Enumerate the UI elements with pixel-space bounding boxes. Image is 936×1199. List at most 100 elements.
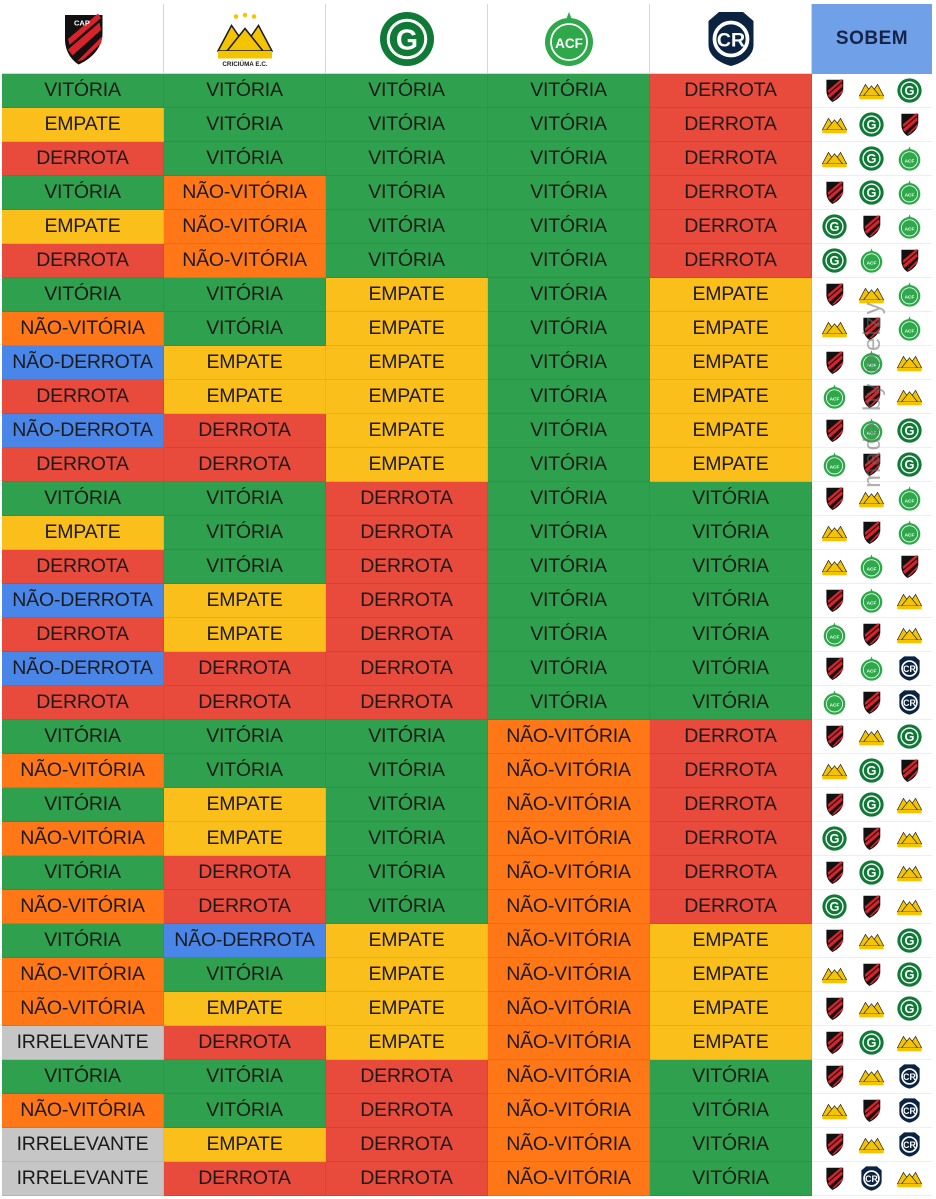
svg-text:ACF: ACF (830, 703, 840, 709)
result-cell: DERROTA (326, 1060, 488, 1094)
result-cell: VITÓRIA (326, 74, 488, 108)
result-cell: EMPATE (2, 516, 164, 550)
result-cell: VITÓRIA (164, 550, 326, 584)
sobem-cell: ACF (812, 584, 932, 618)
sobem-cell: ACF (812, 516, 932, 550)
result-cell: DERROTA (326, 652, 488, 686)
criciuma-crest-icon (859, 287, 885, 304)
goias-crest-icon: G (859, 860, 885, 885)
sobem-cell: G (812, 108, 932, 142)
remo-crest-icon: CR (899, 1132, 920, 1157)
criciuma-crest-icon (896, 899, 923, 916)
result-cell: DERROTA (650, 74, 812, 108)
svg-text:G: G (830, 899, 840, 914)
chapecoense-crest-icon: ACF (861, 554, 883, 579)
result-cell: VITÓRIA (488, 482, 650, 516)
result-cell: DERROTA (164, 856, 326, 890)
sobem-cell: CR (812, 1060, 932, 1094)
result-cell: EMPATE (326, 414, 488, 448)
result-cell: DERROTA (650, 142, 812, 176)
criciuma-crest-icon (859, 933, 885, 950)
sobem-cell: G (812, 958, 932, 992)
result-cell: EMPATE (650, 312, 812, 346)
result-cell: DERROTA (2, 448, 164, 482)
chapecoense-crest-icon: ACF (898, 282, 921, 307)
athletico-paranaense-crest-icon (826, 589, 844, 612)
athletico-paranaense-crest-icon (901, 555, 919, 578)
svg-text:G: G (867, 1035, 877, 1050)
result-cell: VITÓRIA (326, 210, 488, 244)
result-cell: VITÓRIA (488, 448, 650, 482)
result-cell: VITÓRIA (326, 720, 488, 754)
result-cell: VITÓRIA (164, 482, 326, 516)
result-cell: VITÓRIA (164, 958, 326, 992)
result-cell: VITÓRIA (2, 482, 164, 516)
criciuma-crest-icon (896, 627, 923, 644)
remo-crest-icon: CR (899, 690, 920, 715)
result-cell: VITÓRIA (2, 924, 164, 958)
sobem-cell: G (812, 822, 932, 856)
result-cell: DERROTA (326, 584, 488, 618)
criciuma-crest-icon (821, 967, 848, 984)
result-cell: DERROTA (2, 142, 164, 176)
sobem-cell: CR (812, 1094, 932, 1128)
result-cell: NÃO-VITÓRIA (164, 210, 326, 244)
result-cell: NÃO-VITÓRIA (488, 958, 650, 992)
result-cell: NÃO-VITÓRIA (488, 754, 650, 788)
athletico-paranaense-crest-icon (826, 1031, 844, 1054)
result-cell: VITÓRIA (326, 142, 488, 176)
athletico-paranaense-crest-icon (826, 1065, 844, 1088)
remo-crest-icon: CR (899, 1098, 920, 1123)
sobem-cell: CR (812, 1162, 932, 1196)
athletico-paranaense-crest-icon (863, 963, 881, 986)
sobem-cell: CR (812, 1128, 932, 1162)
goias-crest-icon: G (897, 452, 922, 477)
result-cell: VITÓRIA (650, 652, 812, 686)
result-cell: NÃO-VITÓRIA (488, 890, 650, 924)
svg-text:ACF: ACF (867, 363, 877, 369)
watermark: made by melzy (859, 300, 886, 488)
result-cell: EMPATE (326, 992, 488, 1026)
sobem-cell: ACF (812, 618, 932, 652)
result-cell: EMPATE (164, 1128, 326, 1162)
result-cell: VITÓRIA (164, 516, 326, 550)
svg-text:CR: CR (903, 1072, 916, 1082)
criciuma-crest-icon: CRICIÚMA E.C. (216, 12, 273, 68)
result-cell: NÃO-VITÓRIA (2, 1094, 164, 1128)
result-cell: EMPATE (650, 924, 812, 958)
result-cell: VITÓRIA (488, 550, 650, 584)
result-cell: VITÓRIA (164, 278, 326, 312)
result-cell: NÃO-VITÓRIA (488, 992, 650, 1026)
result-cell: VITÓRIA (650, 482, 812, 516)
svg-text:ACF: ACF (904, 159, 914, 165)
result-cell: VITÓRIA (650, 686, 812, 720)
svg-text:G: G (830, 253, 840, 268)
svg-text:CR: CR (866, 1174, 879, 1184)
result-cell: NÃO-VITÓRIA (488, 856, 650, 890)
result-cell: VITÓRIA (650, 550, 812, 584)
result-cell: VITÓRIA (488, 74, 650, 108)
result-cell: EMPATE (164, 346, 326, 380)
sobem-cell: ACF CR (812, 686, 932, 720)
svg-text:ACF: ACF (904, 193, 914, 199)
result-cell: VITÓRIA (488, 312, 650, 346)
athletico-paranaense-crest-icon (826, 1167, 844, 1190)
svg-text:CR: CR (903, 698, 916, 708)
chapecoense-crest-icon: ACF (823, 384, 846, 409)
svg-text:G: G (867, 151, 877, 166)
result-cell: NÃO-DERROTA (2, 346, 164, 380)
result-cell: NÃO-VITÓRIA (488, 1060, 650, 1094)
header-goi-crest: G (326, 4, 488, 74)
goias-crest-icon: G (859, 792, 885, 817)
svg-text:CRICIÚMA E.C.: CRICIÚMA E.C. (222, 59, 267, 68)
result-cell: DERROTA (650, 890, 812, 924)
sobem-cell: ACF (812, 550, 932, 584)
svg-text:CAP: CAP (74, 18, 90, 27)
goias-crest-icon: G (822, 826, 847, 851)
result-cell: DERROTA (2, 618, 164, 652)
svg-text:G: G (830, 831, 840, 846)
result-cell: DERROTA (164, 414, 326, 448)
chapecoense-crest-icon: ACF (861, 350, 883, 375)
remo-crest-icon: CR (899, 1064, 920, 1089)
sobem-cell: G (812, 856, 932, 890)
